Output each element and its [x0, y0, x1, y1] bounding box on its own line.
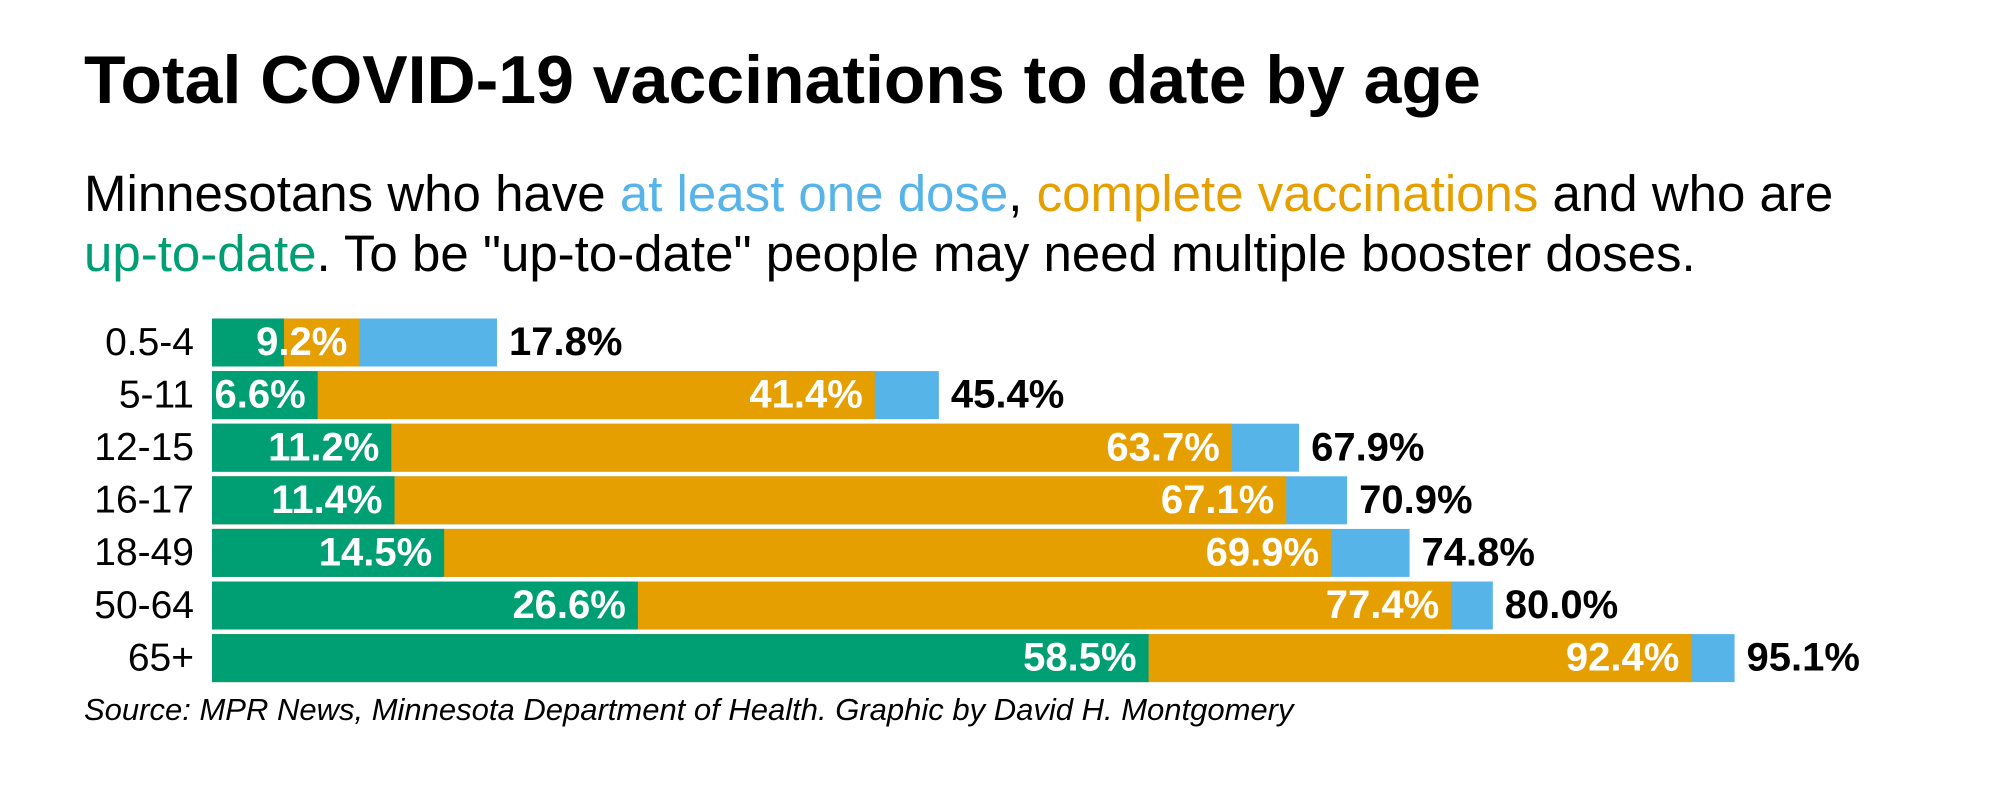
subtitle-line: Minnesotans who have at least one dose, …: [84, 165, 1833, 222]
bar: [212, 528, 445, 577]
value-label: 26.6%: [512, 583, 625, 627]
source: Source: MPR News, Minnesota Department o…: [84, 692, 1296, 727]
value-label: 80.0%: [1505, 583, 1618, 627]
subtitle-text: and who are: [1538, 165, 1833, 222]
category-label: 5-11: [119, 373, 194, 416]
value-label: 14.5%: [319, 530, 432, 574]
value-label: 6.6%: [214, 373, 305, 417]
category-label: 65+: [128, 636, 194, 679]
value-label: 11.2%: [268, 425, 379, 469]
subtitle-highlight: complete vaccinations: [1037, 165, 1539, 222]
subtitle-highlight: at least one dose: [620, 165, 1008, 222]
bar: [212, 371, 318, 420]
category-label: 18-49: [94, 531, 194, 574]
value-label: 77.4%: [1326, 583, 1439, 627]
category-label: 50-64: [94, 584, 194, 627]
value-label: 70.9%: [1359, 478, 1472, 522]
value-label: 63.7%: [1106, 425, 1219, 469]
subtitle-text: ,: [1008, 165, 1036, 222]
value-labels: 9.2% 41.4% 63.7% 67.1% 69.9%77.4% 92.4% 6.6% 11…: [214, 320, 1679, 680]
subtitle: Minnesotans who have at least one dose, …: [84, 165, 1833, 282]
value-label: 17.8%: [509, 320, 622, 364]
bar: [212, 318, 285, 367]
subtitle-text: Minnesotans who have: [84, 165, 620, 222]
value-label: 9.2%: [256, 320, 347, 364]
bars: 0.5-4 5-11 12-15 16-17 18-49 50-64 65+ 9.2% 41.4…: [94, 318, 1860, 683]
value-label: 92.4%: [1566, 636, 1679, 680]
value-label: 67.9%: [1311, 425, 1424, 469]
subtitle-line: up-to-date. To be "up-to-date" people ma…: [84, 225, 1696, 282]
value-label: 58.5%: [1023, 636, 1136, 680]
value-label: 11.4%: [271, 478, 382, 522]
bar: [212, 371, 875, 420]
bar: [212, 634, 1149, 683]
value-label: 67.1%: [1161, 478, 1274, 522]
category-label: 0.5-4: [105, 321, 194, 364]
subtitle-highlight: up-to-date: [84, 225, 317, 282]
subtitle-text: . To be "up-to-date" people may need mul…: [317, 225, 1696, 282]
value-label: 41.4%: [749, 373, 862, 417]
value-label: 95.1%: [1747, 636, 1860, 680]
bar: [212, 423, 392, 472]
bar: [212, 476, 395, 525]
value-label: 45.4%: [951, 373, 1064, 417]
chart-title: Total COVID-19 vaccinations to date by a…: [84, 42, 1481, 118]
bar: [212, 581, 638, 630]
category-label: 12-15: [94, 426, 194, 469]
category-label: 16-17: [94, 479, 194, 522]
value-label: 74.8%: [1422, 530, 1535, 574]
value-label: 69.9%: [1206, 530, 1319, 574]
